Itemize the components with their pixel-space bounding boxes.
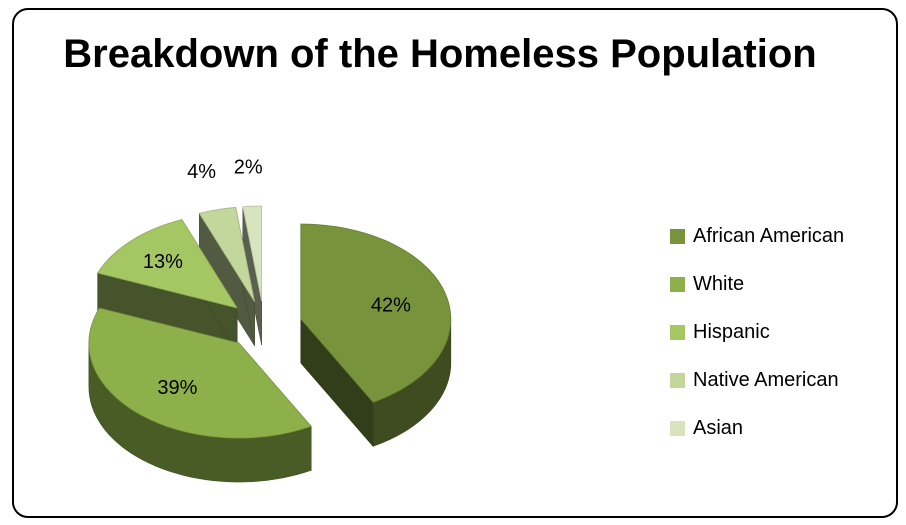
pie-slice-3 — [198, 207, 255, 347]
pie-slices — [88, 205, 452, 483]
legend-label: Asian — [693, 416, 744, 439]
legend-item: White — [670, 272, 898, 296]
pie-slice-4 — [242, 205, 263, 346]
legend-swatch — [670, 420, 685, 436]
legend-swatch — [670, 372, 685, 388]
legend-swatch — [670, 324, 685, 340]
legend-label: Native American — [693, 368, 839, 391]
data-label-4: 2% — [234, 156, 263, 178]
data-label-1: 39% — [157, 377, 197, 399]
data-labels: 42% 39% 13% 4% 2% — [143, 156, 411, 399]
chart-title: Breakdown of the Homeless Population — [63, 32, 817, 76]
legend-swatch — [670, 228, 685, 244]
data-label-3: 4% — [187, 161, 216, 183]
legend: African American White Hispanic Native Amer… — [670, 224, 898, 464]
data-label-0: 42% — [371, 294, 411, 316]
legend-item: African American — [670, 224, 898, 248]
legend-swatch — [670, 276, 685, 292]
legend-label: Hispanic — [693, 320, 770, 343]
pie-slice-1 — [88, 307, 312, 483]
legend-item: Native American — [670, 368, 898, 392]
pie-slice-0 — [300, 223, 452, 448]
legend-label: African American — [693, 224, 845, 247]
pie-slice-2 — [97, 218, 238, 354]
legend-item: Asian — [670, 416, 898, 440]
legend-label: White — [693, 272, 745, 295]
legend-item: Hispanic — [670, 320, 898, 344]
data-label-2: 13% — [143, 251, 183, 273]
